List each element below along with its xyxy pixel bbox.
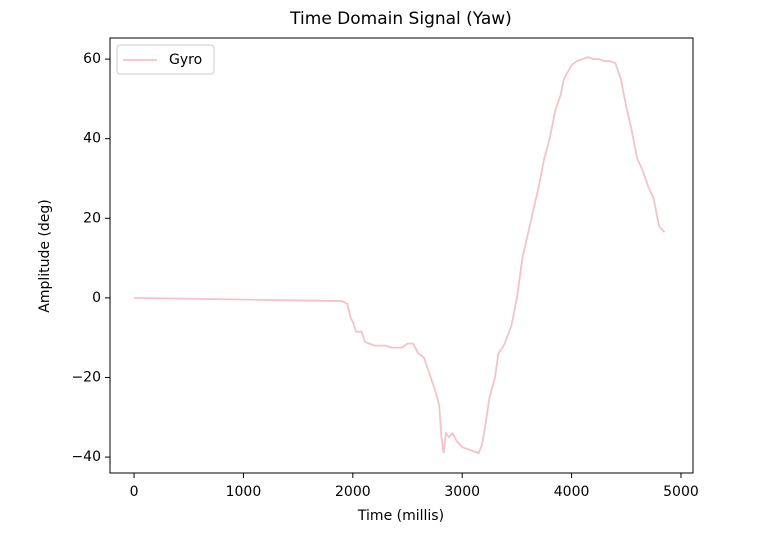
y-tick-label: −40	[71, 449, 101, 465]
legend-box	[116, 44, 215, 75]
x-tick-label: 3000	[444, 484, 480, 500]
x-tick-label: 5000	[663, 484, 699, 500]
x-tick-label: 1000	[226, 484, 262, 500]
legend-label: Gyro	[169, 52, 202, 68]
plot-frame	[109, 37, 694, 474]
x-tick-label: 2000	[335, 484, 371, 500]
y-tick-label: 20	[83, 210, 101, 226]
chart-title: Time Domain Signal (Yaw)	[289, 9, 512, 29]
y-tick-label: 60	[83, 51, 101, 67]
data-line	[134, 56, 666, 455]
y-tick-label: 40	[83, 131, 101, 147]
y-tick-label: −20	[71, 369, 101, 385]
x-tick-label: 0	[130, 484, 139, 500]
y-axis-label: Amplitude (deg)	[37, 199, 53, 313]
x-tick-label: 4000	[554, 484, 590, 500]
y-tick-label: 0	[92, 290, 101, 306]
x-axis-label: Time (millis)	[357, 508, 444, 524]
